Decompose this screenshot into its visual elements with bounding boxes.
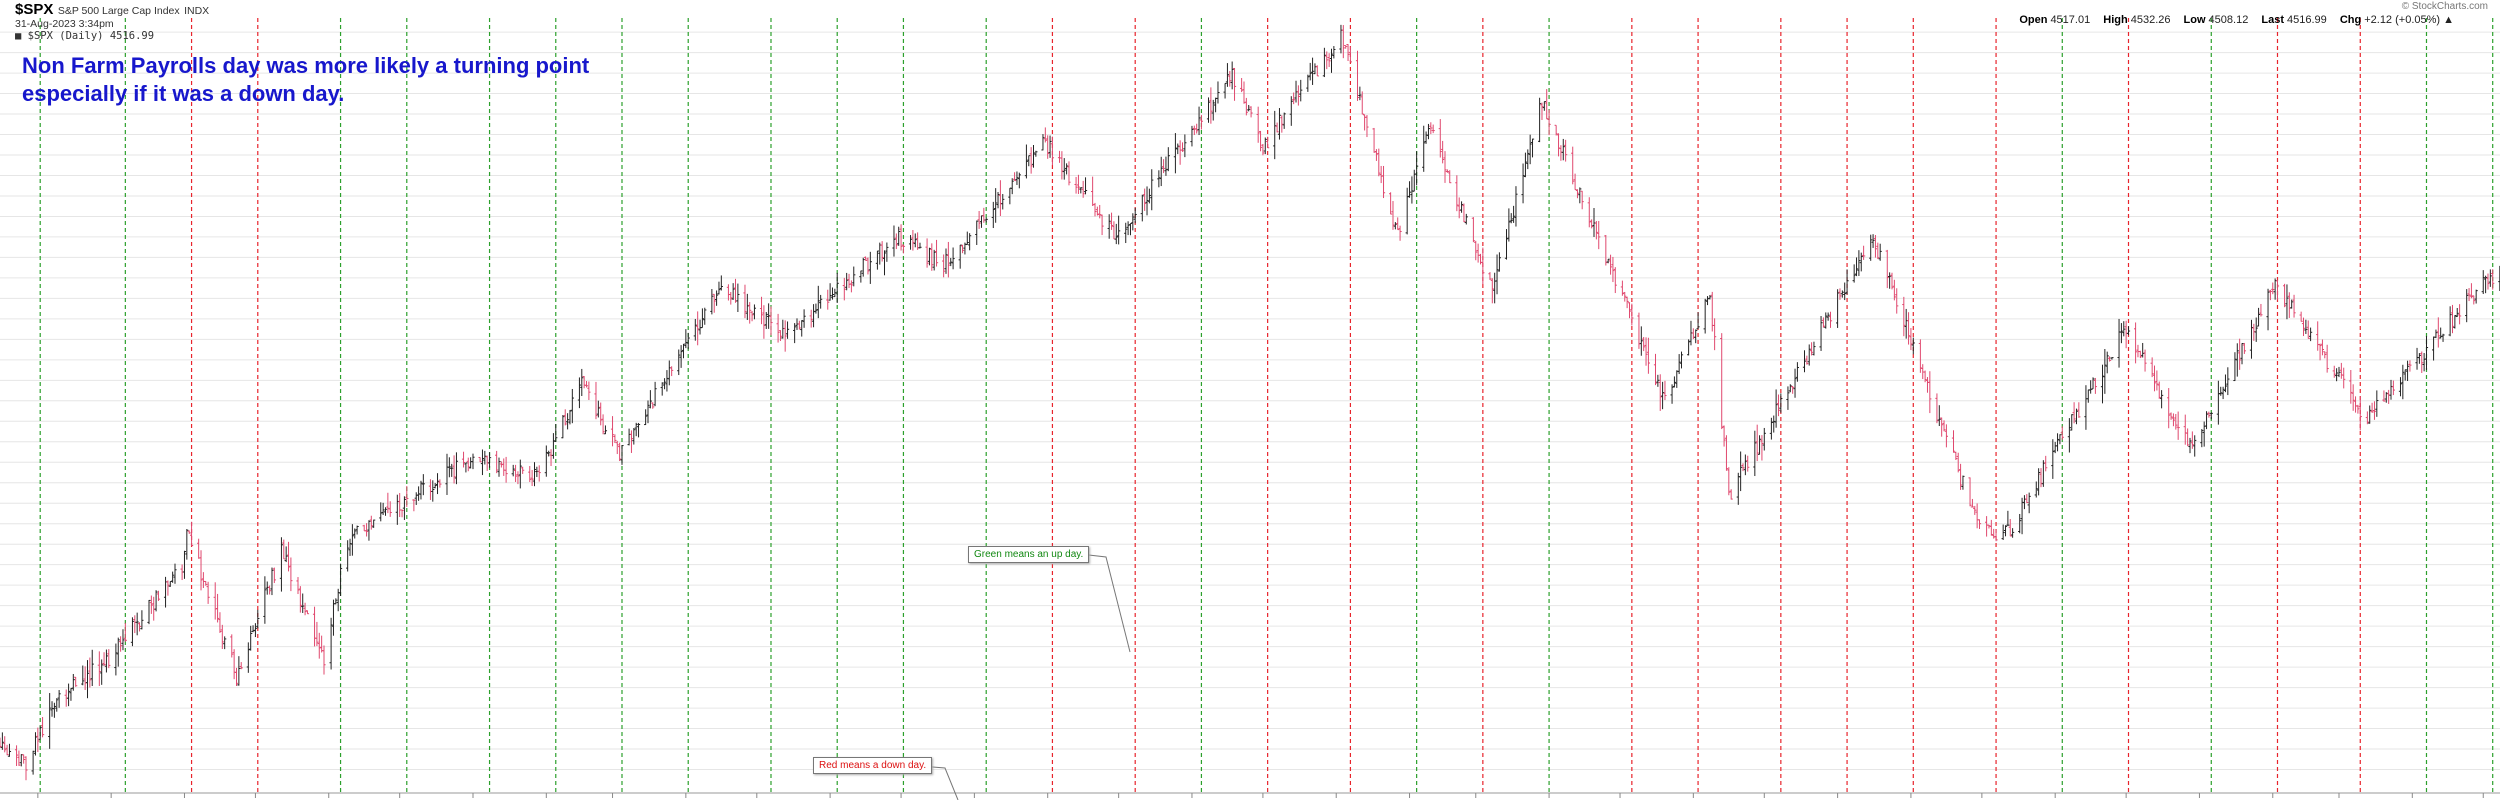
datetime: 31-Aug-2023 3:34pm — [15, 18, 114, 30]
open-label: Open — [2019, 14, 2048, 26]
high-label: High — [2103, 14, 2128, 26]
ohlc-readout: Open 4517.01 High 4532.26 Low 4508.12 Last 4… — [2019, 14, 2464, 26]
exchange: INDX — [184, 5, 210, 17]
chg-value: +2.12 (+0.05%) ▲ — [2364, 14, 2454, 26]
high-value: 4532.26 — [2130, 14, 2171, 26]
series-legend: ■ $SPX (Daily) 4516.99 — [15, 30, 155, 42]
annotation-line-2: especially if it was a down day. — [22, 81, 345, 106]
green-callout: Green means an up day. — [968, 546, 1090, 563]
last-label: Last — [2261, 14, 2284, 26]
chart-header: $SPX S&P 500 Large Cap Index INDX — [15, 1, 209, 19]
symbol: $SPX — [15, 1, 54, 18]
chg-label: Chg — [2339, 14, 2362, 26]
annotation-line-1: Non Farm Payrolls day was more likely a … — [22, 53, 590, 78]
red-callout: Red means a down day. — [813, 757, 933, 774]
annotation-note: Non Farm Payrolls day was more likely a … — [22, 52, 589, 108]
open-value: 4517.01 — [2050, 14, 2091, 26]
low-label: Low — [2183, 14, 2206, 26]
index-name: S&P 500 Large Cap Index — [57, 5, 180, 17]
stockcharts-credit: © StockCharts.com — [2401, 1, 2488, 12]
green-callout-pointer — [1079, 553, 1131, 653]
last-value: 4516.99 — [2287, 14, 2327, 26]
low-value: 4508.12 — [2208, 14, 2249, 26]
